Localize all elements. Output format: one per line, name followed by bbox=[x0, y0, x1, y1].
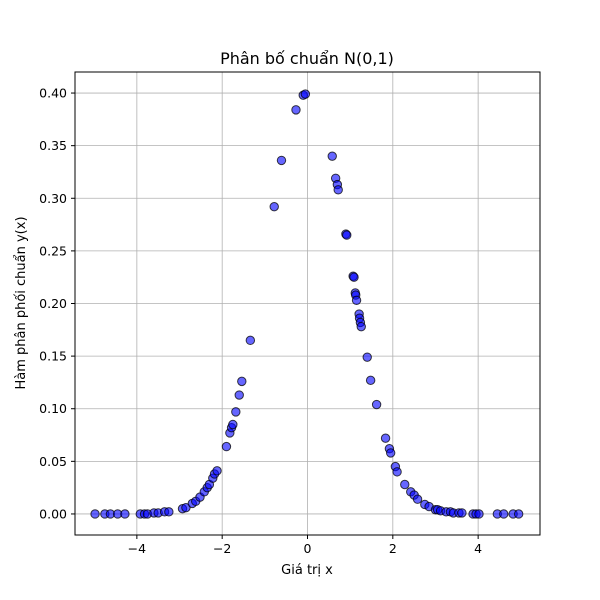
x-axis-label: Giá trị x bbox=[281, 563, 333, 578]
scatter-point bbox=[412, 494, 423, 504]
x-tick-label: 2 bbox=[389, 541, 397, 556]
scatter-point bbox=[356, 321, 366, 332]
scatter-point bbox=[385, 448, 396, 458]
x-tick-label: 4 bbox=[474, 541, 482, 556]
scatter-point bbox=[349, 272, 359, 282]
scatter-point bbox=[351, 295, 362, 306]
scatter-point bbox=[181, 502, 191, 513]
y-tick-label: 0.35 bbox=[39, 138, 67, 153]
x-tick-label: −4 bbox=[128, 541, 146, 556]
chart-title: Phân bố chuẩn N(0,1) bbox=[220, 49, 394, 68]
scatter-point bbox=[291, 105, 301, 115]
scatter-points bbox=[90, 89, 524, 519]
scatter-point bbox=[237, 376, 247, 387]
x-tick-label: 0 bbox=[304, 541, 312, 556]
y-tick-label: 0.05 bbox=[39, 454, 67, 469]
scatter-point bbox=[513, 509, 524, 519]
scatter-point bbox=[380, 433, 391, 443]
scatter-point bbox=[365, 375, 376, 386]
scatter-point bbox=[499, 509, 509, 519]
scatter-point bbox=[221, 441, 232, 452]
scatter-point bbox=[120, 509, 130, 519]
scatter-point bbox=[474, 509, 484, 519]
y-tick-label: 0.25 bbox=[39, 243, 67, 258]
scatter-point bbox=[269, 201, 279, 212]
scatter-point bbox=[234, 390, 244, 400]
y-tick-label: 0.20 bbox=[39, 296, 67, 311]
scatter-point bbox=[333, 185, 343, 195]
scatter-point bbox=[164, 507, 174, 517]
x-tick-label: −2 bbox=[213, 541, 231, 556]
scatter-point bbox=[245, 335, 256, 346]
y-tick-label: 0.30 bbox=[39, 191, 67, 206]
scatter-point bbox=[212, 466, 222, 476]
scatter-point bbox=[342, 230, 352, 240]
scatter-point bbox=[327, 151, 337, 161]
y-tick-label: 0.00 bbox=[39, 506, 67, 521]
y-tick-label: 0.15 bbox=[39, 349, 67, 364]
scatter-point bbox=[457, 508, 467, 518]
scatter-point bbox=[392, 467, 402, 477]
y-tick-label: 0.10 bbox=[39, 401, 67, 416]
y-tick-label: 0.40 bbox=[39, 86, 67, 101]
axis-ticks: −4 −2 0 2 4 0.00 0.05 0.10 0.15 0.20 0.25 0.30 0.35 0… bbox=[39, 86, 482, 556]
scatter-point bbox=[300, 89, 311, 99]
scatter-point bbox=[90, 509, 100, 519]
scatter-point bbox=[276, 155, 287, 166]
scatter-point bbox=[400, 479, 410, 490]
scatter-point bbox=[362, 352, 372, 362]
scatter-point bbox=[371, 399, 382, 410]
scatter-point bbox=[228, 419, 238, 430]
y-axis-label: Hàm phân phối chuẩn y(x) bbox=[14, 216, 29, 389]
scatter-point bbox=[231, 407, 241, 417]
